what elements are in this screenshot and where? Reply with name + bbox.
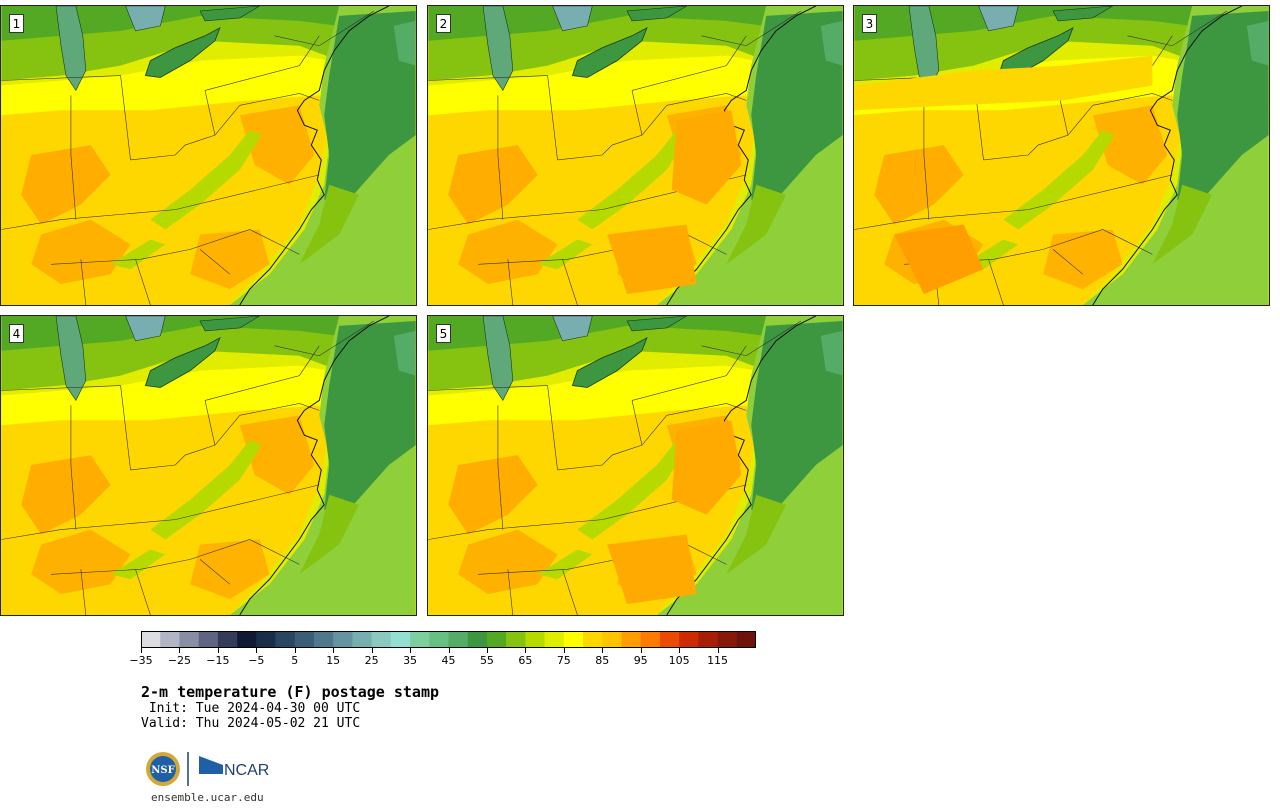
colorbar-swatch: [313, 631, 334, 648]
colorbar-swatch: [717, 631, 738, 648]
colorbar-tick-label: 55: [479, 654, 494, 667]
colorbar-tick-label: 115: [707, 654, 729, 667]
member-label: 4: [9, 324, 24, 343]
nsf-logo: NSF: [146, 752, 180, 786]
ncar-logo-text: NCAR: [224, 762, 269, 779]
colorbar-tick-label: −5: [248, 654, 265, 667]
colorbar-swatch: [141, 631, 161, 648]
nsf-logo-text: NSF: [151, 765, 174, 776]
colorbar-swatch: [679, 631, 699, 648]
colorbar-swatch: [275, 631, 296, 648]
colorbar-tick-label: 35: [403, 654, 418, 667]
colorbar-tick: [371, 648, 373, 653]
colorbar-tick-label: 75: [556, 654, 571, 667]
colorbar-swatch: [602, 631, 622, 648]
colorbar-swatch: [525, 631, 545, 648]
map-panel-3: 3: [853, 5, 1270, 306]
colorbar-swatch: [256, 631, 276, 648]
colorbar-tick-label: 85: [595, 654, 610, 667]
map-panel-1: 1: [0, 5, 417, 306]
colorbar-swatch: [294, 631, 315, 648]
ncar-logo: NCAR: [199, 756, 269, 779]
colorbar-tick: [448, 648, 450, 653]
colorbar-swatch: [659, 631, 680, 648]
colorbar-tick: [717, 648, 719, 653]
colorbar-swatch: [583, 631, 603, 648]
logos: NSF NCAR: [146, 752, 269, 786]
colorbar-swatch: [429, 631, 449, 648]
site-url: ensemble.ucar.edu: [151, 791, 264, 804]
colorbar-swatch: [410, 631, 430, 648]
chart-title: 2-m temperature (F) postage stamp: [141, 683, 440, 701]
colorbar-tick-label: 15: [326, 654, 341, 667]
colorbar-tick-label: −25: [167, 654, 192, 667]
colorbar-swatch: [563, 631, 584, 648]
colorbar-tick: [640, 648, 642, 653]
member-label: 3: [862, 14, 877, 33]
colorbar-tick-label: −35: [129, 654, 153, 667]
temperature-map: [1, 316, 416, 615]
colorbar-tick: [256, 648, 258, 653]
colorbar-swatch: [352, 631, 372, 648]
colorbar-tick: [563, 648, 565, 653]
colorbar-swatch: [544, 631, 565, 648]
map-panel-5: 5: [427, 315, 844, 616]
colorbar-tick-label: 65: [518, 654, 533, 667]
temperature-map: [428, 316, 843, 615]
map-panel-4: 4: [0, 315, 417, 616]
colorbar-ticks: −35 −25 −15 −5 5 15 25 35 45 55 65 75 85 95 105 115: [129, 648, 756, 668]
colorbar-tick-label: −15: [206, 654, 230, 667]
colorbar-swatch: [621, 631, 641, 648]
colorbar-tick-label: 5: [291, 654, 299, 667]
colorbar-swatch: [160, 631, 180, 648]
member-label: 1: [9, 14, 24, 33]
colorbar-swatch: [506, 631, 526, 648]
colorbar-tick-label: 95: [633, 654, 648, 667]
temperature-map: [1, 6, 416, 305]
member-label: 5: [436, 324, 451, 343]
colorbar-tick-label: 105: [668, 654, 690, 667]
colorbar-swatch: [640, 631, 661, 648]
colorbar-tick: [679, 648, 681, 653]
colorbar-swatch: [698, 631, 718, 648]
valid-time: Valid: Thu 2024-05-02 21 UTC: [141, 716, 361, 731]
colorbar-tick: [217, 648, 219, 653]
colorbar-tick-label: 45: [441, 654, 456, 667]
colorbar-swatch: [486, 631, 507, 648]
colorbar-swatch: [179, 631, 199, 648]
colorbar-tick: [525, 648, 527, 653]
member-label: 2: [436, 14, 451, 33]
map-panel-2: 2: [427, 5, 844, 306]
colorbar: [141, 631, 756, 648]
colorbar-swatch: [237, 631, 257, 648]
temperature-map: [428, 6, 843, 305]
colorbar-swatch: [467, 631, 488, 648]
colorbar-swatch: [198, 631, 219, 648]
colorbar-tick: [602, 648, 604, 653]
colorbar-swatch: [217, 631, 238, 648]
colorbar-swatch: [333, 631, 353, 648]
colorbar-tick: [141, 648, 142, 653]
colorbar-swatch: [448, 631, 469, 648]
colorbar-swatch: [736, 631, 756, 648]
init-time: Init: Tue 2024-04-30 00 UTC: [141, 701, 361, 716]
colorbar-tick: [294, 648, 296, 653]
temperature-map: [854, 6, 1269, 305]
colorbar-swatch: [390, 631, 411, 648]
colorbar-tick: [333, 648, 335, 653]
colorbar-tick: [486, 648, 488, 653]
colorbar-tick: [410, 648, 412, 653]
colorbar-tick: [179, 648, 181, 653]
colorbar-tick-label: 25: [364, 654, 379, 667]
colorbar-swatch: [371, 631, 392, 648]
